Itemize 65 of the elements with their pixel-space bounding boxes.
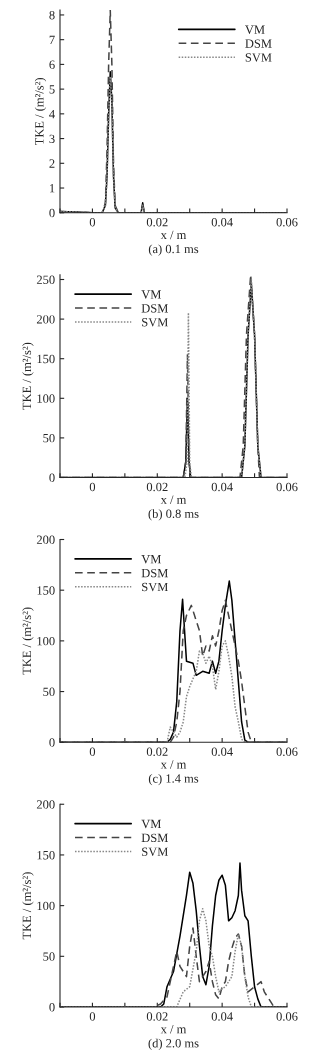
y-tick-label: 100 — [37, 901, 55, 911]
y-tick-label: 0 — [49, 208, 55, 218]
y-axis-title: TKE / (m²/s²) — [22, 872, 34, 940]
x-axis-title: x / m — [160, 230, 187, 240]
y-tick-label: 200 — [36, 535, 55, 544]
y-tick-label: 8 — [49, 10, 55, 20]
y-tick-label: 4 — [49, 109, 55, 119]
y-tick-label: 200 — [36, 315, 55, 324]
legend-label: SVM — [142, 847, 168, 857]
y-tick-label: 1 — [49, 184, 55, 193]
y-tick-label: 100 — [37, 394, 55, 403]
y-axis-title: TKE / (m²/s²) — [22, 342, 34, 410]
x-tick-label: 0.06 — [276, 217, 298, 227]
legend-label: DSM — [141, 568, 168, 578]
y-tick-label: 150 — [37, 354, 55, 364]
legend-label: VM — [141, 555, 162, 564]
x-tick-label: 0.04 — [211, 217, 233, 227]
x-tick-label: 0 — [89, 1012, 96, 1021]
x-tick-label: 0.02 — [146, 217, 168, 227]
x-tick-label: 0.04 — [211, 747, 233, 756]
text: (b) 0.8 ms — [148, 509, 199, 521]
x-axis-title: x / m — [160, 1025, 187, 1034]
x-tick-label: 0 — [89, 217, 96, 227]
x-tick-label: 0.04 — [211, 1012, 233, 1021]
y-tick-label: 150 — [37, 850, 55, 860]
legend-label: SVM — [142, 318, 168, 327]
text: (d) 2.0 ms — [148, 1038, 199, 1050]
y-tick-label: 6 — [49, 60, 55, 69]
legend-label: VM — [245, 25, 265, 34]
y-tick-label: 0 — [49, 473, 55, 482]
legend-label: DSM — [141, 833, 168, 843]
y-tick-label: 7 — [49, 35, 55, 45]
x-tick-label: 0.06 — [276, 482, 298, 492]
y-tick-label: 250 — [36, 275, 55, 284]
y-tick-label: 50 — [43, 952, 55, 961]
y-tick-label: 2 — [49, 159, 55, 168]
x-tick-label: 0.02 — [146, 747, 168, 756]
x-tick-label: 0 — [89, 747, 96, 756]
y-tick-label: 200 — [36, 800, 55, 809]
y-tick-label: 5 — [49, 85, 55, 94]
legend-label: VM — [141, 290, 162, 299]
y-tick-label: 0 — [49, 738, 55, 747]
y-tick-label: 150 — [37, 586, 55, 595]
y-tick-label: 50 — [43, 433, 55, 443]
legend-label: SVM — [142, 582, 168, 592]
x-axis-title: x / m — [160, 760, 187, 769]
x-tick-label: 0.04 — [211, 482, 233, 492]
legend-label: SVM — [245, 53, 272, 62]
y-tick-label: 100 — [37, 636, 55, 646]
text: (a) 0.1 ms — [148, 244, 199, 256]
legend-label: VM — [141, 819, 162, 829]
x-tick-label: 0.02 — [146, 1012, 168, 1021]
x-tick-label: 0.06 — [276, 1012, 298, 1021]
x-tick-label: 0 — [89, 482, 96, 492]
legend-label: DSM — [141, 304, 168, 313]
y-axis-title: TKE / (m²/s²) — [22, 607, 34, 675]
text: (c) 1.4 ms — [148, 773, 199, 786]
x-tick-label: 0.02 — [146, 482, 168, 492]
y-tick-label: 0 — [49, 1003, 55, 1012]
y-tick-label: 50 — [43, 687, 55, 697]
x-axis-title: x / m — [160, 495, 187, 504]
legend-label: DSM — [245, 39, 272, 48]
y-tick-label: 3 — [49, 134, 55, 144]
x-tick-label: 0.06 — [276, 747, 298, 756]
y-axis-title: TKE / (m²/s²) — [34, 77, 47, 146]
